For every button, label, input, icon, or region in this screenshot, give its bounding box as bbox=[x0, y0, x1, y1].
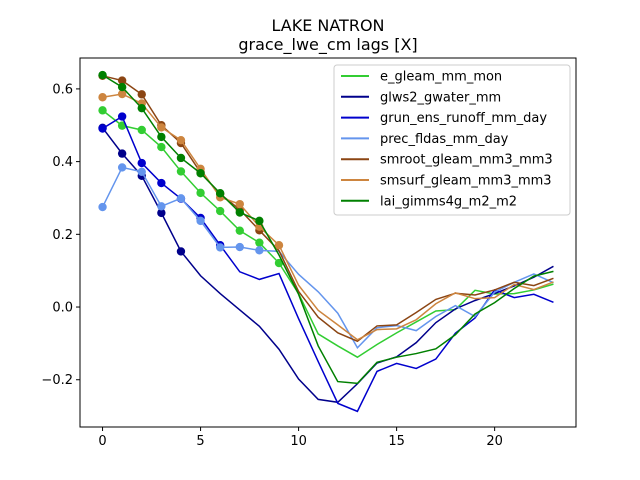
data-point-3-3 bbox=[157, 202, 166, 211]
data-point-0-3 bbox=[157, 142, 166, 152]
data-point-3-4 bbox=[176, 194, 186, 203]
data-point-6-4 bbox=[176, 153, 186, 163]
data-point-3-0 bbox=[98, 202, 107, 212]
y-tick-label-4: 0.6 bbox=[52, 82, 73, 97]
x-tick-label-2: 10 bbox=[290, 434, 307, 449]
legend: e_gleam_mm_mon glws2_gwater_mm grun_ens_ru… bbox=[333, 64, 571, 216]
data-point-1-1 bbox=[117, 149, 127, 158]
series-line-6 bbox=[102, 74, 554, 385]
data-point-6-5 bbox=[196, 169, 205, 178]
data-point-5-0 bbox=[98, 93, 107, 102]
data-point-0-8 bbox=[255, 238, 264, 247]
legend-label-5: smsurf_gleam_mm3_mm3 bbox=[380, 174, 552, 189]
data-point-0-7 bbox=[235, 226, 244, 235]
data-point-5-9 bbox=[274, 241, 284, 250]
data-point-6-0 bbox=[98, 70, 107, 80]
series-line-0 bbox=[102, 109, 554, 359]
data-point-4-1 bbox=[117, 76, 127, 85]
data-point-3-8 bbox=[255, 246, 264, 255]
data-point-5-7 bbox=[235, 199, 244, 209]
data-point-2-1 bbox=[117, 112, 127, 121]
y-tick-label-3: 0.4 bbox=[52, 155, 73, 170]
axes-frame bbox=[79, 57, 577, 428]
legend-label-0: e_gleam_mm_mon bbox=[380, 70, 502, 85]
data-point-0-2 bbox=[137, 125, 146, 135]
y-tick-label-2: 0.2 bbox=[52, 228, 73, 243]
legend-label-2: grun_ens_runoff_mm_day bbox=[380, 111, 547, 126]
x-tick-label-0: 0 bbox=[98, 434, 106, 449]
data-point-3-7 bbox=[235, 242, 244, 252]
data-point-2-0 bbox=[98, 124, 107, 133]
y-tick-label-0: −0.2 bbox=[41, 373, 73, 388]
legend-label-3: prec_fldas_mm_day bbox=[380, 132, 509, 147]
axis-ticks: 0 5 10 15 20 −0.2 0.0 0.2 0.4 0.6 bbox=[41, 82, 502, 449]
x-tick-label-1: 5 bbox=[196, 434, 204, 449]
data-point-3-6 bbox=[215, 243, 225, 252]
data-point-0-6 bbox=[215, 206, 225, 216]
chart-subtitle: grace_lwe_cm lags [X] bbox=[238, 35, 417, 55]
data-point-5-1 bbox=[117, 89, 127, 99]
data-point-6-8 bbox=[255, 216, 264, 226]
data-point-2-2 bbox=[137, 158, 146, 168]
series-line-1 bbox=[101, 127, 554, 404]
data-point-6-3 bbox=[157, 132, 166, 142]
data-point-3-1 bbox=[117, 163, 127, 172]
chart-title: LAKE NATRON bbox=[271, 16, 384, 35]
x-tick-label-3: 15 bbox=[388, 434, 405, 449]
data-point-3-5 bbox=[196, 216, 205, 226]
data-point-0-0 bbox=[98, 106, 107, 115]
data-point-1-3 bbox=[157, 208, 166, 218]
data-point-2-3 bbox=[157, 178, 166, 188]
plot-area bbox=[98, 70, 554, 413]
x-tick-label-4: 20 bbox=[486, 434, 503, 449]
data-point-0-5 bbox=[196, 188, 205, 198]
legend-label-6: lai_gimms4g_m2_m2 bbox=[380, 194, 517, 209]
y-tick-label-1: 0.0 bbox=[52, 301, 73, 316]
data-point-1-4 bbox=[176, 247, 186, 256]
data-point-0-4 bbox=[176, 167, 186, 176]
data-point-5-4 bbox=[176, 135, 186, 145]
data-point-4-2 bbox=[137, 90, 146, 99]
data-point-5-3 bbox=[157, 123, 166, 132]
data-point-6-1 bbox=[117, 82, 127, 92]
legend-box bbox=[333, 64, 571, 216]
legend-label-4: smroot_gleam_mm3_mm3 bbox=[380, 153, 553, 168]
data-point-0-9 bbox=[274, 258, 284, 268]
data-point-0-1 bbox=[117, 121, 127, 130]
legend-label-1: glws2_gwater_mm bbox=[380, 90, 501, 105]
data-point-6-6 bbox=[215, 189, 225, 198]
data-point-6-2 bbox=[137, 103, 146, 113]
data-point-6-7 bbox=[235, 208, 244, 217]
data-point-3-2 bbox=[137, 167, 146, 176]
